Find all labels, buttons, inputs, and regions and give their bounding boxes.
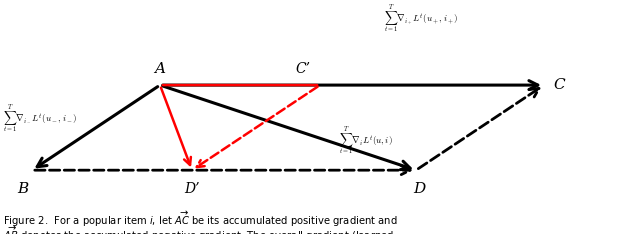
Text: B: B: [17, 182, 28, 196]
Text: C: C: [554, 78, 565, 92]
Text: $\overrightarrow{AB}$ denotes the accumulated negative gradient. The overall gra: $\overrightarrow{AB}$ denotes the accumu…: [3, 225, 394, 234]
Text: $\sum_{t=1}^{T}\nabla_{i_+} L^t(u_+,i_+)$: $\sum_{t=1}^{T}\nabla_{i_+} L^t(u_+,i_+)…: [384, 4, 458, 35]
Text: $\sum_{t=1}^{T}\nabla_{i_-} L^t(u_-,i_-)$: $\sum_{t=1}^{T}\nabla_{i_-} L^t(u_-,i_-)…: [3, 103, 77, 135]
Text: D’: D’: [184, 182, 200, 196]
Text: D: D: [413, 182, 426, 196]
Text: A: A: [154, 62, 166, 76]
Text: $\sum_{t=1}^{T}\nabla_i L^t(u,i)$: $\sum_{t=1}^{T}\nabla_i L^t(u,i)$: [339, 125, 393, 157]
Text: Figure 2.  For a popular item $i$, let $\overrightarrow{AC}$ be its accumulated : Figure 2. For a popular item $i$, let $\…: [3, 209, 398, 229]
Text: C’: C’: [296, 62, 310, 76]
